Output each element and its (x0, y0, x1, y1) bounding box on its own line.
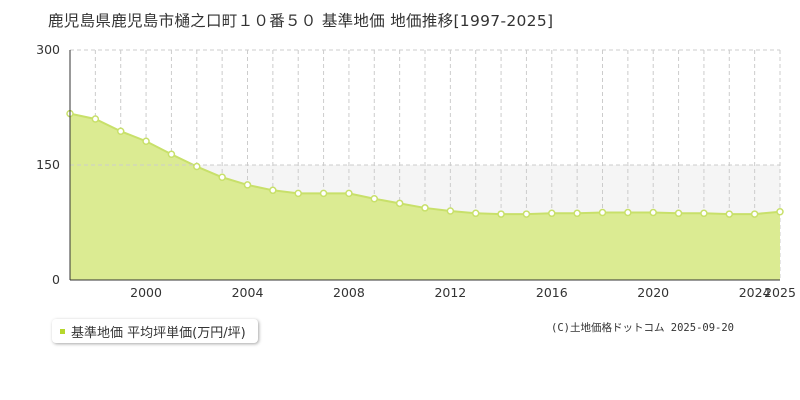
legend-label: 基準地価 平均坪単価(万円/坪) (71, 325, 246, 341)
x-tick-label: 2024 (739, 285, 771, 300)
data-point (269, 186, 277, 195)
data-point (573, 209, 581, 218)
y-tick-label: 150 (36, 157, 60, 172)
data-point (167, 150, 176, 159)
data-point (548, 209, 556, 218)
data-point (142, 137, 150, 145)
legend: 基準地価 平均坪単価(万円/坪) (52, 319, 258, 343)
x-tick-label: 2008 (333, 285, 365, 300)
legend-swatch (60, 328, 65, 334)
data-point (91, 115, 100, 123)
data-point (243, 181, 252, 189)
data-point (750, 210, 759, 218)
data-point (674, 209, 683, 218)
data-point (725, 210, 734, 218)
data-point (193, 162, 201, 171)
data-point (624, 208, 632, 217)
data-point (446, 207, 455, 215)
data-point (218, 173, 226, 182)
data-point (649, 208, 657, 217)
data-point (776, 208, 784, 216)
data-point (319, 189, 328, 198)
x-tick-label: 2012 (434, 285, 466, 300)
data-point (294, 189, 302, 198)
data-point (598, 208, 607, 217)
copyright-credit: (C)土地価格ドットコム 2025-09-20 (551, 322, 735, 334)
y-axis-ticks: 0 150 300 (36, 42, 60, 287)
data-point (345, 189, 353, 198)
data-point (395, 199, 404, 208)
x-tick-label: 2004 (232, 285, 264, 300)
y-tick-label: 300 (36, 42, 60, 57)
page-title: 鹿児島県鹿児島市樋之口町１０番５０ 基準地価 地価推移[1997-2025] (48, 12, 554, 30)
data-point (700, 209, 708, 218)
data-point (421, 204, 429, 212)
data-point (370, 194, 379, 203)
series-area (70, 113, 780, 280)
y-tick-label: 0 (52, 272, 60, 287)
x-tick-label: 2000 (130, 285, 162, 300)
x-tick-label: 2016 (536, 285, 568, 300)
data-point (116, 127, 125, 136)
horizontal-grid (70, 49, 780, 166)
data-point (471, 209, 480, 218)
x-tick-label: 2020 (637, 285, 669, 300)
data-point (497, 210, 505, 218)
x-tick-label: 2025 (764, 285, 796, 300)
data-point (522, 210, 531, 218)
